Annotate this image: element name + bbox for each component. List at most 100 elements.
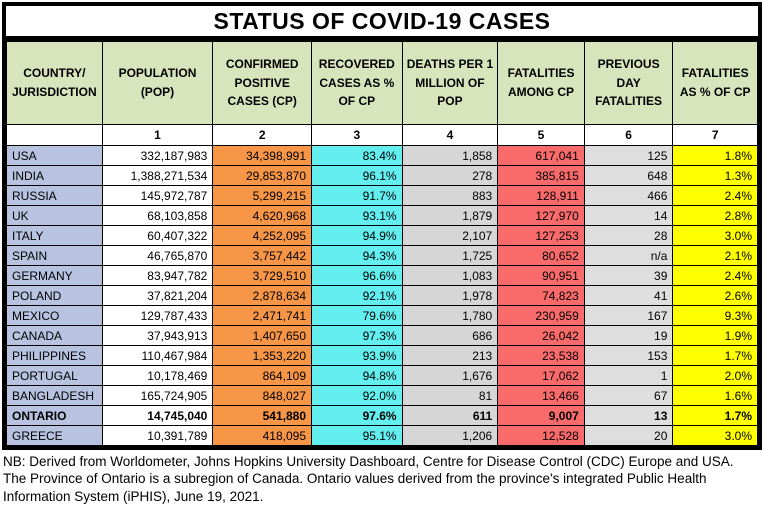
country-cell: PORTUGAL <box>6 365 103 386</box>
country-cell: POLAND <box>6 285 103 306</box>
fatalities-cell: 9,007 <box>497 405 585 426</box>
confirmed-cell: 3,757,442 <box>212 245 313 266</box>
fatalpct-cell: 1.7% <box>672 405 758 426</box>
deaths-cell: 1,083 <box>401 265 499 286</box>
table-row-philippines: PHILIPPINES 110,467,984 1,353,220 93.9% 213 2… <box>6 345 758 366</box>
fatalpct-cell: 3.0% <box>672 425 758 446</box>
recovered-cell: 94.9% <box>311 225 403 246</box>
country-cell: UK <box>6 205 103 226</box>
table-row-canada: CANADA 37,943,913 1,407,650 97.3% 686 26,042 1… <box>6 325 758 346</box>
confirmed-cell: 418,095 <box>212 425 313 446</box>
population-cell: 60,407,322 <box>101 225 214 246</box>
deaths-cell: 81 <box>401 385 499 406</box>
recovered-cell: 96.1% <box>311 165 403 186</box>
prevday-cell: n/a <box>583 245 674 266</box>
country-cell: GREECE <box>6 425 103 446</box>
fatalities-cell: 80,652 <box>497 245 585 266</box>
prevday-cell: 1 <box>583 365 674 386</box>
column-header-row: COUNTRY/ JURISDICTION POPULATION (POP) CON… <box>6 41 758 125</box>
recovered-cell: 93.9% <box>311 345 403 366</box>
recovered-cell: 94.8% <box>311 365 403 386</box>
country-cell: ITALY <box>6 225 103 246</box>
fatalpct-cell: 1.7% <box>672 345 758 366</box>
table-row-poland: POLAND 37,821,204 2,878,634 92.1% 1,978 74,82… <box>6 285 758 306</box>
fatalpct-cell: 1.3% <box>672 165 758 186</box>
column-header-recovered: RECOVERED CASES AS % OF CP <box>311 41 403 125</box>
column-header-fatalities: FATALITIES AMONG CP <box>497 41 585 125</box>
fatalities-cell: 128,911 <box>497 185 585 206</box>
confirmed-cell: 4,252,095 <box>212 225 313 246</box>
prevday-cell: 19 <box>583 325 674 346</box>
column-number-fatalpct: 7 <box>672 124 758 146</box>
deaths-cell: 1,978 <box>401 285 499 306</box>
covid-table-body: COUNTRY/ JURISDICTION POPULATION (POP) CON… <box>6 41 758 446</box>
fatalpct-cell: 2.4% <box>672 265 758 286</box>
fatalities-cell: 385,815 <box>497 165 585 186</box>
population-cell: 332,187,983 <box>101 145 214 166</box>
country-cell: SPAIN <box>6 245 103 266</box>
fatalpct-cell: 1.8% <box>672 145 758 166</box>
deaths-cell: 611 <box>401 405 499 426</box>
recovered-cell: 97.3% <box>311 325 403 346</box>
population-cell: 14,745,040 <box>101 405 214 426</box>
confirmed-cell: 3,729,510 <box>212 265 313 286</box>
fatalities-cell: 127,253 <box>497 225 585 246</box>
column-header-deaths: DEATHS PER 1 MILLION OF POP <box>401 41 499 125</box>
table-row-portugal: PORTUGAL 10,178,469 864,109 94.8% 1,676 17,06… <box>6 365 758 386</box>
column-number-prevday: 6 <box>583 124 674 146</box>
population-cell: 110,467,984 <box>101 345 214 366</box>
country-cell: CANADA <box>6 325 103 346</box>
prevday-cell: 28 <box>583 225 674 246</box>
fatalpct-cell: 9.3% <box>672 305 758 326</box>
population-cell: 1,388,271,534 <box>101 165 214 186</box>
country-cell: MEXICO <box>6 305 103 326</box>
table-row-spain: SPAIN 46,765,870 3,757,442 94.3% 1,725 80,652… <box>6 245 758 266</box>
fatalities-cell: 17,062 <box>497 365 585 386</box>
recovered-cell: 93.1% <box>311 205 403 226</box>
prevday-cell: 20 <box>583 425 674 446</box>
prevday-cell: 39 <box>583 265 674 286</box>
confirmed-cell: 29,853,870 <box>212 165 313 186</box>
confirmed-cell: 848,027 <box>212 385 313 406</box>
covid-table: COUNTRY/ JURISDICTION POPULATION (POP) CON… <box>6 41 758 446</box>
prevday-cell: 167 <box>583 305 674 326</box>
deaths-cell: 2,107 <box>401 225 499 246</box>
recovered-cell: 91.7% <box>311 185 403 206</box>
confirmed-cell: 4,620,968 <box>212 205 313 226</box>
fatalpct-cell: 2.0% <box>672 365 758 386</box>
population-cell: 37,943,913 <box>101 325 214 346</box>
recovered-cell: 97.6% <box>311 405 403 426</box>
population-cell: 165,724,905 <box>101 385 214 406</box>
population-cell: 129,787,433 <box>101 305 214 326</box>
confirmed-cell: 864,109 <box>212 365 313 386</box>
table-row-uk: UK 68,103,858 4,620,968 93.1% 1,879 127,970 14… <box>6 205 758 226</box>
prevday-cell: 67 <box>583 385 674 406</box>
fatalities-cell: 26,042 <box>497 325 585 346</box>
table-row-ontario: ONTARIO 14,745,040 541,880 97.6% 611 9,007 13 1… <box>6 405 758 426</box>
country-cell: BANGLADESH <box>6 385 103 406</box>
fatalities-cell: 74,823 <box>497 285 585 306</box>
prevday-cell: 14 <box>583 205 674 226</box>
deaths-cell: 1,879 <box>401 205 499 226</box>
country-cell: ONTARIO <box>6 405 103 426</box>
recovered-cell: 79.6% <box>311 305 403 326</box>
fatalpct-cell: 1.6% <box>672 385 758 406</box>
column-number-country <box>6 124 103 146</box>
deaths-cell: 1,858 <box>401 145 499 166</box>
deaths-cell: 1,780 <box>401 305 499 326</box>
confirmed-cell: 2,878,634 <box>212 285 313 306</box>
recovered-cell: 94.3% <box>311 245 403 266</box>
fatalpct-cell: 2.6% <box>672 285 758 306</box>
fatalities-cell: 230,959 <box>497 305 585 326</box>
fatalities-cell: 127,970 <box>497 205 585 226</box>
country-cell: PHILIPPINES <box>6 345 103 366</box>
recovered-cell: 83.4% <box>311 145 403 166</box>
table-row-usa: USA 332,187,983 34,398,991 83.4% 1,858 617,04… <box>6 145 758 166</box>
prevday-cell: 466 <box>583 185 674 206</box>
deaths-cell: 883 <box>401 185 499 206</box>
confirmed-cell: 34,398,991 <box>212 145 313 166</box>
fatalpct-cell: 1.9% <box>672 325 758 346</box>
deaths-cell: 278 <box>401 165 499 186</box>
column-number-recovered: 3 <box>311 124 403 146</box>
